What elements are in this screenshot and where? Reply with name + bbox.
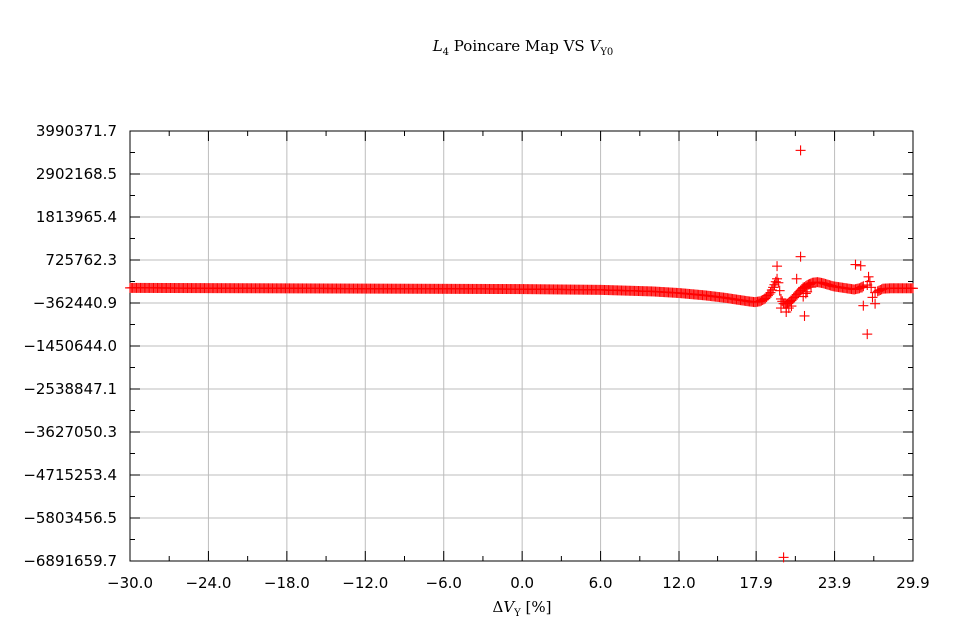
y-tick-label: 2902168.5	[36, 165, 117, 183]
title-main-sub: 4	[443, 47, 449, 58]
title-mid: Poincare Map VS	[449, 37, 589, 55]
band-marker	[764, 289, 775, 300]
scatter-marker	[850, 259, 861, 270]
band-marker	[755, 296, 766, 307]
scatter-marker	[799, 310, 810, 321]
band-marker	[772, 273, 783, 284]
scatter-marker	[802, 286, 813, 297]
x-tick-label: 0.0	[510, 574, 534, 592]
scatter-marker	[855, 260, 866, 271]
x-tick-label: −24.0	[185, 574, 231, 592]
scatter-marker	[781, 306, 792, 317]
band-marker	[756, 295, 767, 306]
title-var: V	[589, 37, 602, 55]
xlabel-var: V	[503, 598, 516, 616]
x-tick-label: 12.0	[662, 574, 695, 592]
band-marker	[785, 296, 796, 307]
band-marker	[866, 282, 877, 293]
y-tick-label: 1813965.4	[36, 208, 117, 226]
y-tick-label: −6891659.7	[23, 552, 117, 570]
axis-ticks	[129, 130, 914, 562]
band-marker	[854, 283, 865, 294]
scatter-marker	[864, 276, 875, 287]
grid	[130, 131, 913, 561]
scatter-marker	[857, 282, 868, 293]
y-tick-label: 3990371.7	[36, 122, 117, 140]
y-tick-label: −4715253.4	[23, 466, 117, 484]
band-marker	[876, 284, 887, 295]
x-tick-label: 17.9	[739, 574, 772, 592]
band-marker	[858, 281, 869, 292]
scatter-marker	[783, 303, 794, 314]
xlabel-prefix: Δ	[492, 598, 503, 616]
x-tick-label: 29.9	[896, 574, 929, 592]
y-tick-label: −5803456.5	[23, 509, 117, 527]
scatter-marker	[778, 552, 789, 563]
band-marker	[765, 287, 776, 298]
band-marker	[773, 277, 784, 288]
scatter-marker	[795, 251, 806, 262]
x-tick-label: −12.0	[342, 574, 388, 592]
band-marker	[774, 285, 785, 296]
scatter-marker	[870, 298, 881, 309]
band-marker	[791, 289, 802, 300]
x-tick-label: −18.0	[264, 574, 310, 592]
scatter-marker	[795, 145, 806, 156]
x-tick-label: 6.0	[589, 574, 613, 592]
band-marker	[870, 287, 881, 298]
scatter-marker	[791, 273, 802, 284]
scatter-marker	[800, 288, 811, 299]
band-marker	[875, 284, 886, 295]
scatter-marker	[867, 292, 878, 303]
data-markers	[125, 145, 918, 563]
x-tick-label: 23.9	[818, 574, 851, 592]
band-marker	[768, 282, 779, 293]
x-axis-label: ΔVY [%]	[492, 598, 551, 617]
xlabel-sub: Y	[513, 608, 521, 617]
x-tick-label: −6.0	[426, 574, 462, 592]
y-tick-label: 725762.3	[45, 251, 117, 269]
xlabel-suffix: [%]	[521, 598, 552, 616]
scatter-marker	[804, 279, 815, 290]
title-var-sub: Y0	[599, 47, 613, 58]
band-marker	[775, 293, 786, 304]
band-marker	[874, 285, 885, 296]
y-tick-label: −1450644.0	[23, 337, 117, 355]
y-tick-label: −362440.9	[33, 294, 117, 312]
band-marker	[766, 284, 777, 295]
x-tick-label: −30.0	[107, 574, 153, 592]
y-tick-label: −2538847.1	[23, 380, 117, 398]
scatter-marker	[786, 301, 797, 312]
x-tick-labels: −30.0 −24.0 −18.0 −12.0 −6.0 0.0 6.0 12.0 17.9 23…	[107, 574, 930, 592]
scatter-marker	[862, 329, 873, 340]
band-marker	[908, 283, 918, 294]
title-main: L	[432, 37, 443, 55]
y-tick-labels: 3990371.7 2902168.5 1813965.4 725762.3 −3624…	[23, 122, 117, 570]
scatter-marker	[863, 271, 874, 282]
scatter-marker	[858, 300, 869, 311]
chart-title: L4 Poincare Map VS VY0	[432, 37, 614, 58]
band-marker	[872, 286, 883, 297]
y-tick-label: −3627050.3	[23, 423, 117, 441]
scatter-marker	[806, 282, 817, 293]
scatter-marker	[772, 261, 783, 272]
